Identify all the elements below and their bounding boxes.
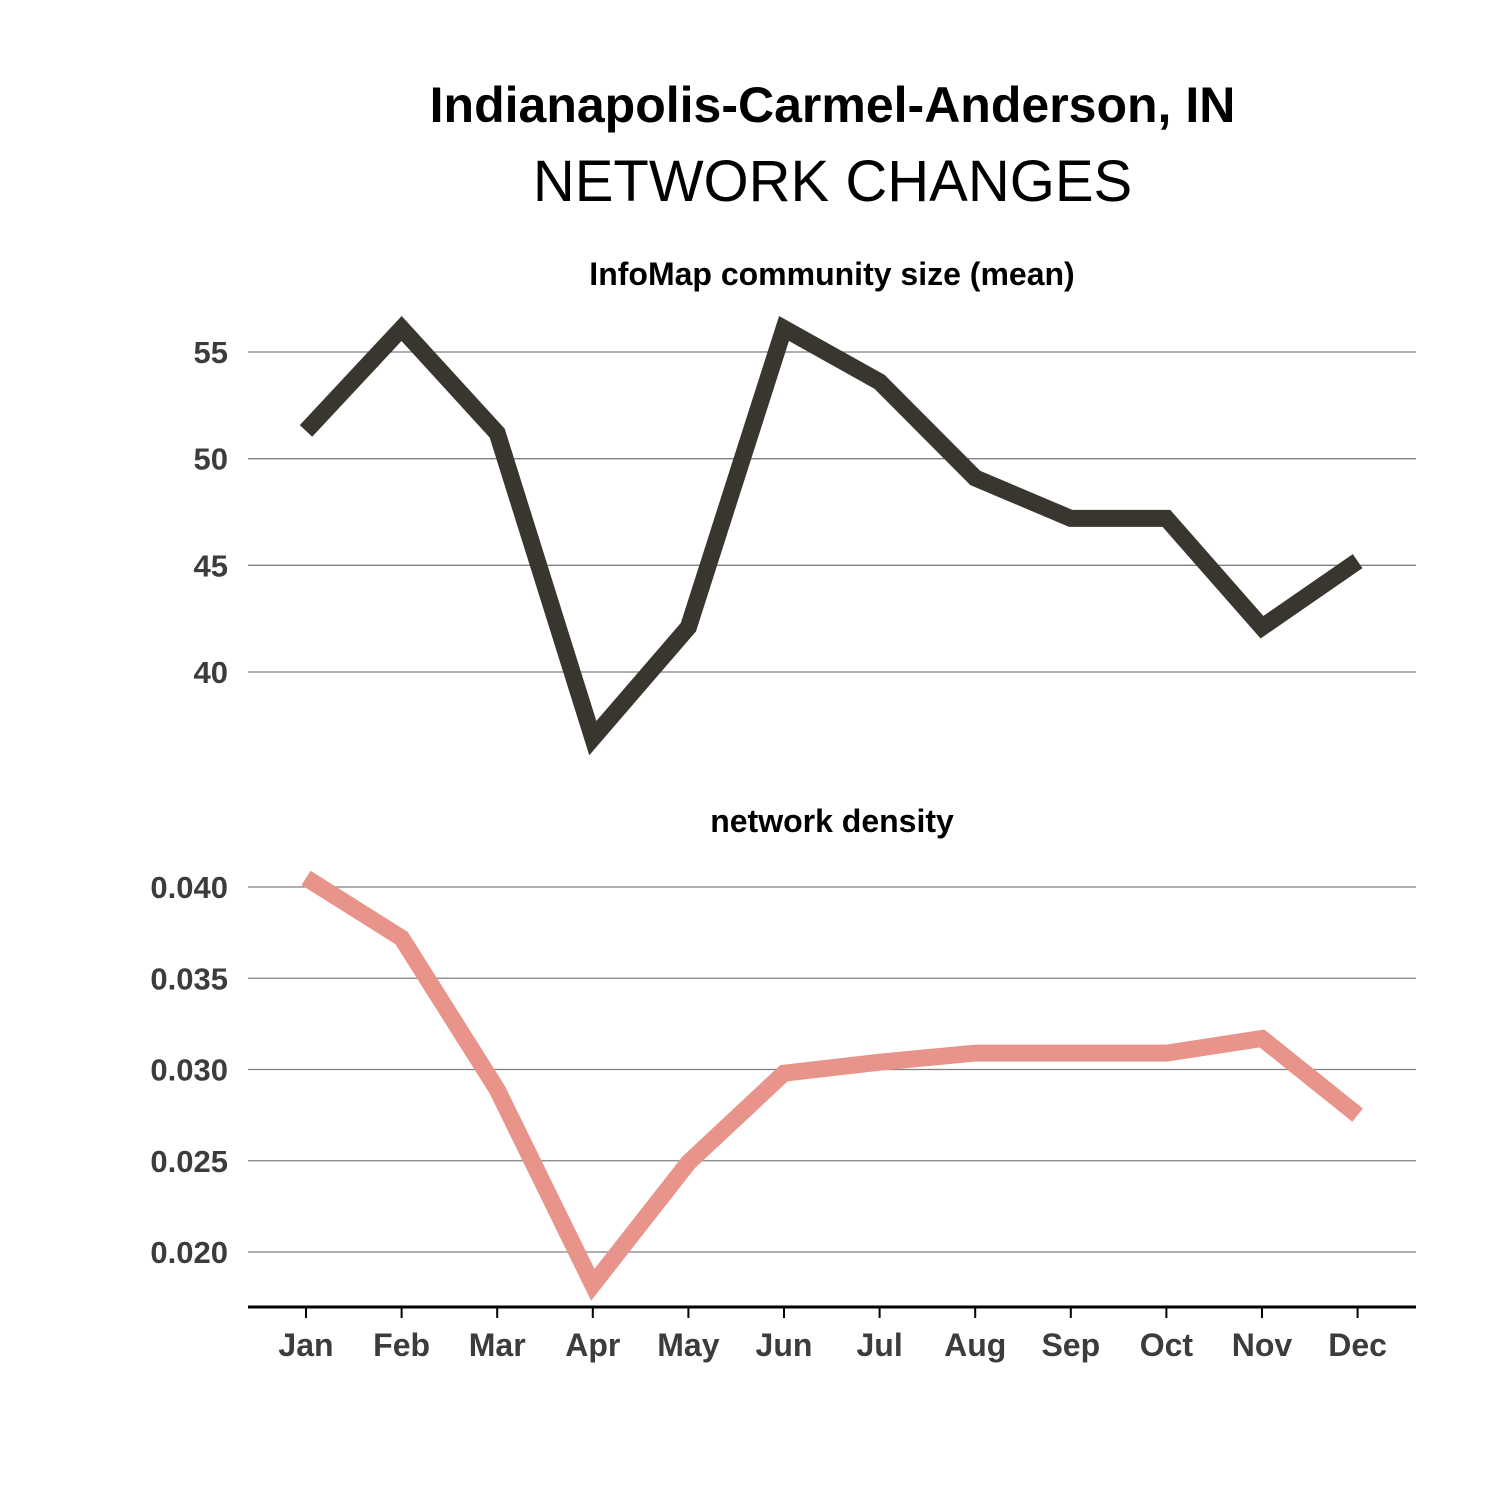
x-tick-label: Nov: [1232, 1327, 1293, 1363]
y-tick-label: 0.040: [150, 870, 228, 905]
network-density-panel: network density 0.020 0.025 0.030 0.035 0.040: [150, 803, 1416, 1301]
series-line: [301, 870, 1363, 1301]
y-tick-label: 45: [194, 548, 228, 583]
series-line: [299, 315, 1363, 756]
x-tick-label: Feb: [373, 1327, 430, 1363]
y-tick-label: 0.020: [150, 1235, 228, 1270]
chart-title: Indianapolis-Carmel-Anderson, IN: [429, 77, 1236, 133]
x-tick-label: Jun: [756, 1327, 813, 1363]
chart-subtitle: NETWORK CHANGES: [532, 149, 1133, 214]
community-size-panel: InfoMap community size (mean) 40 45 50 55: [194, 256, 1416, 756]
x-tick-label: Apr: [565, 1327, 620, 1363]
y-tick-label: 50: [194, 442, 228, 477]
x-tick-label: Jul: [856, 1327, 902, 1363]
y-tick-label: 55: [194, 335, 228, 370]
panel-title: network density: [710, 803, 954, 839]
x-axis: Jan Feb Mar Apr May Jun Jul Aug Sep Oct Nov Dec: [248, 1305, 1416, 1363]
y-tick-label: 0.025: [150, 1144, 228, 1179]
x-tick-label: Sep: [1041, 1327, 1100, 1363]
x-tick-label: Dec: [1328, 1327, 1387, 1363]
y-tick-label: 40: [194, 655, 228, 690]
y-tick-label: 0.030: [150, 1053, 228, 1088]
x-tick-label: Mar: [469, 1327, 526, 1363]
x-tick-label: Jan: [278, 1327, 333, 1363]
y-tick-label: 0.035: [150, 961, 228, 996]
panel-title: InfoMap community size (mean): [589, 256, 1074, 292]
x-tick-label: Aug: [944, 1327, 1006, 1363]
x-tick-label: Oct: [1140, 1327, 1194, 1363]
x-tick-label: May: [657, 1327, 719, 1363]
